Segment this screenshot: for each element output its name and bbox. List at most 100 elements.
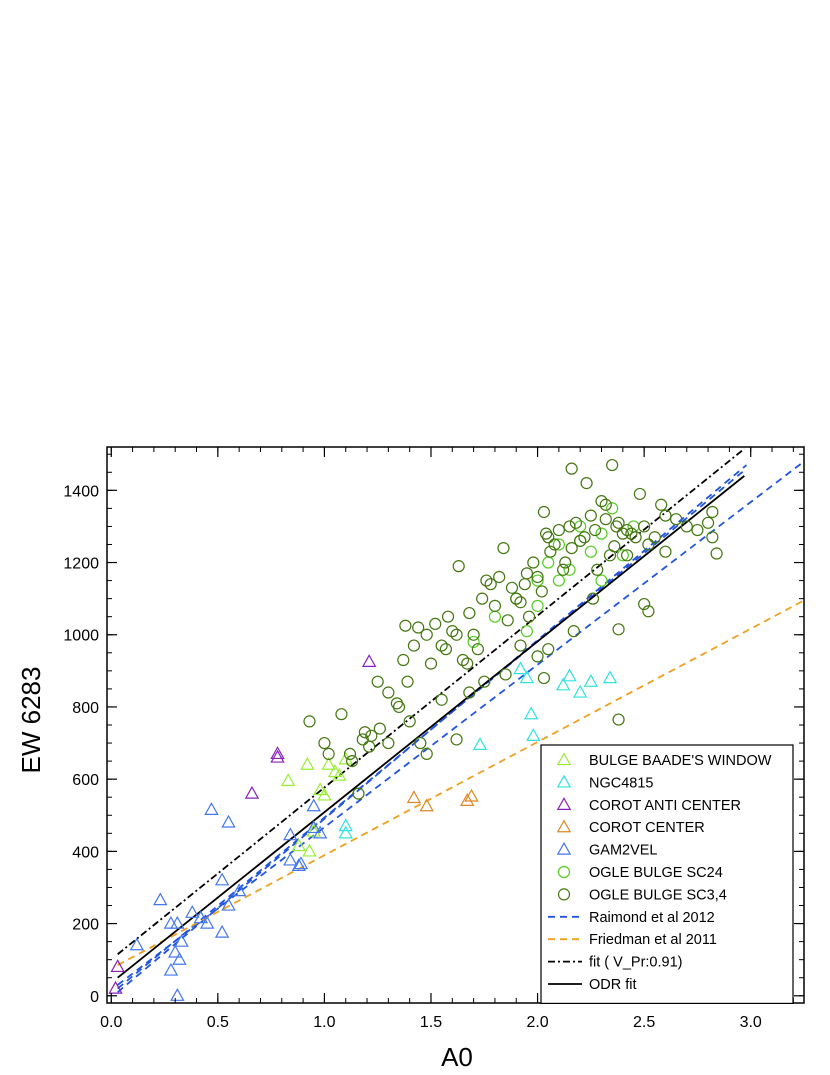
x-tick-label: 2.5: [633, 1014, 655, 1031]
data-point: [599, 498, 612, 511]
data-point: [531, 599, 544, 612]
data-point: [429, 617, 442, 631]
data-point: [544, 545, 557, 558]
data-point: [283, 827, 298, 841]
data-point: [450, 733, 463, 746]
legend-marker-gam2vel: [556, 841, 572, 855]
data-point: [584, 509, 597, 522]
data-point: [129, 937, 145, 951]
data-point: [565, 541, 578, 555]
data-point: [557, 563, 570, 576]
data-point: [606, 502, 619, 515]
data-point: [537, 505, 551, 519]
data-point: [531, 574, 544, 587]
y-tick-label: 1400: [63, 483, 99, 500]
data-point: [599, 513, 612, 526]
data-point: [606, 458, 619, 472]
data-point: [535, 585, 548, 598]
data-point: [710, 547, 723, 560]
data-point: [168, 944, 183, 958]
y-tick-label: 400: [72, 844, 99, 861]
data-point: [382, 686, 395, 699]
data-point: [567, 625, 580, 638]
data-point: [244, 785, 260, 799]
data-point: [501, 614, 514, 627]
data-point: [352, 787, 365, 800]
data-point: [214, 872, 230, 886]
data-point: [403, 715, 416, 728]
data-point: [680, 520, 693, 533]
data-point: [185, 905, 200, 918]
data-point: [204, 802, 219, 815]
data-point: [563, 520, 576, 533]
data-point: [542, 643, 555, 656]
data-point: [514, 596, 527, 609]
data-point: [523, 706, 539, 720]
legend-marker-corot-center: [556, 819, 572, 833]
data-point: [569, 516, 583, 529]
data-point: [291, 838, 307, 852]
data-point: [648, 531, 661, 544]
data-point: [499, 668, 512, 681]
data-point: [625, 527, 638, 540]
data-point: [439, 643, 453, 656]
data-point: [371, 675, 384, 688]
data-point: [214, 924, 230, 938]
data-point: [343, 747, 357, 760]
data-point: [522, 610, 536, 623]
data-point: [476, 592, 489, 605]
data-point: [659, 545, 672, 558]
data-point: [472, 737, 488, 751]
data-point: [452, 560, 465, 573]
data-point: [382, 736, 395, 750]
legend-marker-bulge-baade-s-window: [556, 752, 572, 766]
data-point: [484, 578, 497, 591]
data-point: [346, 755, 359, 768]
data-point: [450, 628, 463, 641]
legend-label-ogle-bulge-sc24: OGLE BULGE SC24: [589, 865, 723, 881]
data-point: [559, 556, 572, 569]
data-point: [363, 740, 376, 753]
data-point: [358, 726, 372, 739]
data-point: [193, 910, 208, 924]
data-point: [595, 574, 608, 587]
data-point: [446, 625, 459, 638]
x-tick-label: 0.0: [100, 1014, 122, 1031]
legend-label-fit-v-pr-0-91-: fit ( V_Pr:0.91): [589, 955, 682, 971]
data-point: [542, 556, 555, 569]
data-point: [706, 505, 719, 519]
data-point: [108, 980, 123, 994]
series-line-friedman-et-al-2011: [117, 599, 804, 966]
data-point: [412, 621, 425, 634]
data-point: [488, 610, 502, 623]
legend-marker-ogle-bulge-sc24: [557, 865, 571, 879]
data-point: [608, 540, 621, 553]
data-point: [300, 756, 315, 770]
data-point: [306, 798, 321, 812]
data-point: [520, 625, 534, 638]
legend-label-odr-fit: ODR fit: [589, 977, 637, 993]
data-point: [172, 951, 187, 965]
data-point: [620, 523, 634, 537]
data-point: [659, 509, 672, 522]
data-point: [531, 650, 544, 663]
data-point: [467, 628, 480, 641]
plot-area: [108, 448, 804, 1001]
data-point: [493, 570, 506, 584]
y-tick-label: 200: [72, 917, 99, 934]
data-point: [302, 843, 317, 857]
legend-box: [540, 744, 794, 1004]
data-point: [505, 581, 519, 594]
reference-line: [117, 467, 748, 990]
data-point: [513, 661, 528, 675]
y-tick-label: 0: [90, 989, 99, 1006]
data-point: [338, 825, 353, 839]
y-tick-label: 1000: [63, 628, 99, 645]
data-point: [361, 654, 377, 667]
x-tick-label: 3.0: [740, 1014, 762, 1031]
data-point: [420, 628, 433, 641]
y-tick-label: 600: [72, 772, 99, 789]
x-tick-label: 1.5: [420, 1014, 442, 1031]
data-point: [701, 516, 715, 529]
data-point: [580, 477, 593, 490]
